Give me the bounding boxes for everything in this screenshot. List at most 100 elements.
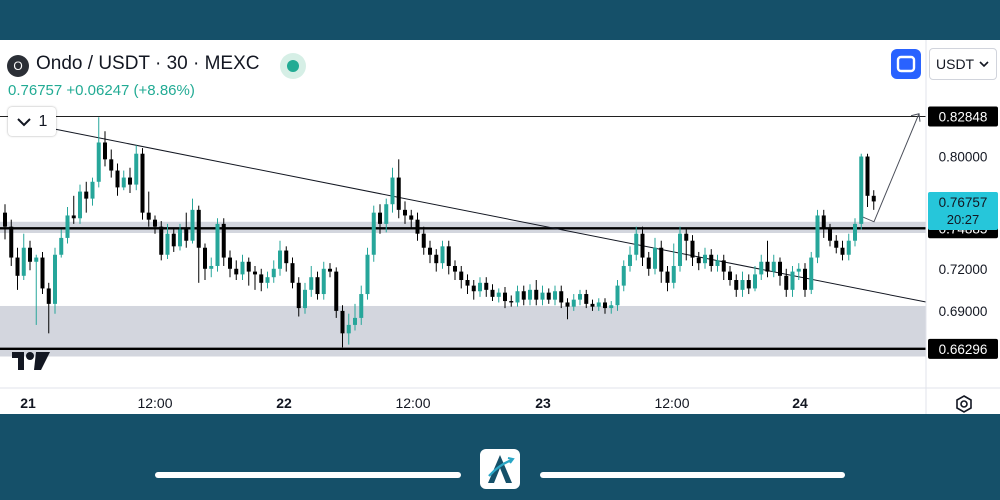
candle <box>409 209 414 230</box>
candle <box>790 265 795 297</box>
candle-body <box>396 177 401 210</box>
candle <box>821 209 826 238</box>
brand-a-logo <box>480 449 520 489</box>
candle <box>509 295 514 307</box>
candle <box>521 285 526 306</box>
candle <box>653 237 657 275</box>
candle-body <box>740 280 745 290</box>
settings-button[interactable] <box>952 392 976 416</box>
candle <box>759 254 764 281</box>
candle-body <box>465 280 470 286</box>
candle-body <box>221 223 226 258</box>
candle <box>128 167 132 194</box>
candle <box>771 254 776 278</box>
candle-body <box>421 233 426 248</box>
candle-body <box>853 223 857 241</box>
candle <box>328 263 332 278</box>
candle <box>265 271 270 289</box>
candle-body <box>834 240 839 248</box>
candle <box>115 163 120 196</box>
candle-body <box>546 292 551 300</box>
candle <box>696 251 701 271</box>
candle <box>78 184 82 224</box>
x-tick-label: 23 <box>535 395 551 411</box>
candle <box>346 313 351 345</box>
candle-body <box>696 257 701 264</box>
candle-body <box>628 254 632 266</box>
candle-body <box>71 215 76 219</box>
candle-body <box>3 212 7 227</box>
candle <box>271 260 276 283</box>
candle <box>484 277 489 297</box>
candle-body <box>746 280 751 289</box>
candle-body <box>734 280 739 290</box>
currency-select[interactable]: USDT <box>929 48 997 80</box>
candle <box>646 251 651 276</box>
candle <box>721 254 726 281</box>
candle-body <box>296 282 301 309</box>
candle-body <box>659 247 664 272</box>
candle-body <box>28 247 32 262</box>
axis-layer: 0.800000.720000.690000.828480.748850.662… <box>0 40 1000 414</box>
candle-body <box>809 257 814 290</box>
candle <box>559 285 564 309</box>
candle <box>146 191 151 227</box>
candle <box>728 265 732 286</box>
candle <box>228 250 232 278</box>
symbol-title[interactable]: Ondo / USDT · 30 · MEXC <box>36 53 260 74</box>
candles-layer <box>3 117 876 348</box>
candle-body <box>590 303 595 307</box>
candle <box>9 219 14 266</box>
candle <box>740 271 745 297</box>
candle-body <box>171 233 176 247</box>
candle <box>584 289 589 309</box>
chart-card[interactable]: 0.800000.720000.690000.828480.748850.662… <box>0 40 1000 414</box>
candle <box>196 205 201 283</box>
candle-body <box>596 302 601 307</box>
candle <box>246 257 251 286</box>
candle-body <box>378 212 382 224</box>
symbol-logo: O <box>7 55 29 77</box>
candle-body <box>865 156 870 196</box>
chevron-down-icon <box>979 60 989 67</box>
candle-body <box>384 204 389 224</box>
candle-body <box>703 254 707 264</box>
candle-body <box>340 310 345 334</box>
candle-body <box>303 289 307 309</box>
collapse-indicators-button[interactable]: 1 <box>8 107 56 136</box>
candle-body <box>278 250 282 269</box>
candle <box>765 240 770 278</box>
candle-body <box>34 257 39 262</box>
candle <box>828 223 832 247</box>
candle-body <box>59 237 64 255</box>
candle-body <box>78 191 82 219</box>
candle <box>203 243 207 281</box>
candle <box>59 229 64 258</box>
candle <box>709 249 714 272</box>
fullscreen-button[interactable] <box>891 49 921 79</box>
projection-arrowhead <box>910 113 921 122</box>
candle <box>459 265 464 289</box>
candle-body <box>634 233 639 255</box>
price-label-text: 0.82848 <box>939 110 988 125</box>
candle <box>15 247 20 290</box>
candle <box>853 218 857 247</box>
candle-body <box>790 271 795 290</box>
candle-body <box>253 271 257 275</box>
candle-body <box>115 170 120 188</box>
candle-body <box>603 302 607 309</box>
candle <box>28 240 32 271</box>
candle-body <box>328 268 332 272</box>
candle-body <box>553 291 557 300</box>
candle-body <box>615 285 620 306</box>
candle-body <box>390 177 395 205</box>
candle <box>71 195 76 224</box>
candle-body <box>228 257 232 269</box>
candle-body <box>578 294 582 300</box>
candle-body <box>709 254 714 266</box>
price-chart[interactable]: 0.800000.720000.690000.828480.748850.662… <box>0 40 1000 414</box>
candle-body <box>571 299 576 307</box>
candle-body <box>290 263 295 283</box>
candle-body <box>784 275 789 290</box>
candle <box>278 240 282 276</box>
